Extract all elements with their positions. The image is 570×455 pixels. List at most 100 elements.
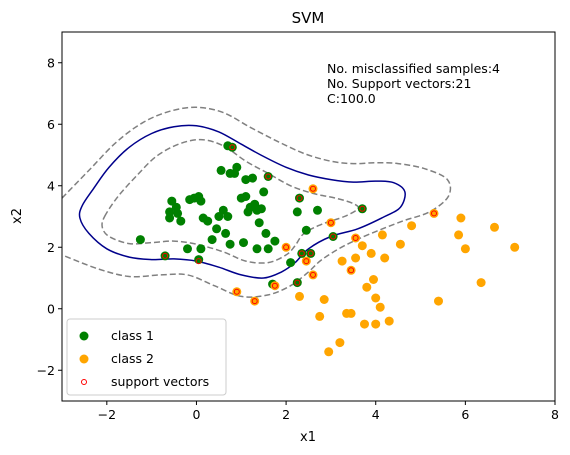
legend-label-support-vectors: support vectors: [111, 374, 209, 389]
margin-contour-outer: [62, 106, 452, 298]
legend-label-class-2: class 2: [111, 351, 154, 366]
y-tick-label: 6: [47, 117, 55, 132]
class-2-point: [315, 311, 325, 321]
support-vector-marker: [327, 219, 334, 226]
class-2-point: [346, 265, 356, 275]
support-vector-marker: [298, 250, 305, 257]
class-2-point: [308, 184, 318, 194]
class-1-point: [223, 212, 233, 221]
class-2-point: [281, 242, 291, 252]
class-1-point: [216, 165, 226, 175]
class-2-point: [371, 319, 381, 329]
class-1-point: [225, 239, 235, 249]
class-1-point: [218, 205, 228, 215]
x-tick-label: 8: [551, 407, 559, 422]
support-vector-marker: [294, 279, 301, 286]
class-1-point: [160, 251, 170, 261]
class-2-point: [460, 244, 470, 254]
class-1-point: [221, 228, 231, 238]
y-tick-label: 4: [47, 178, 55, 193]
class-1-point: [286, 258, 296, 268]
support-vector-marker: [303, 258, 310, 265]
class-1-point: [328, 232, 338, 241]
x-tick-label: 6: [461, 407, 469, 422]
class-2-point: [510, 242, 520, 252]
class-1-point: [292, 207, 302, 217]
class-1-point: [313, 205, 322, 215]
class-1-point: [167, 196, 177, 206]
class-2-point: [301, 256, 311, 266]
class-1-point: [295, 193, 304, 203]
support-vector-marker: [359, 205, 366, 212]
class-1-point: [196, 196, 206, 206]
class-1-point: [306, 248, 316, 258]
class-1-point: [165, 213, 175, 223]
class-1-point: [194, 255, 204, 265]
class-1-point: [203, 216, 213, 226]
class-2-point: [454, 230, 464, 240]
support-vector-marker: [251, 298, 258, 305]
class-2-point: [476, 278, 486, 288]
y-axis-label: x2: [10, 208, 25, 224]
class-1-point: [207, 235, 217, 245]
annotation-support-vectors: No. Support vectors:21: [327, 76, 471, 91]
chart-title: SVM: [292, 9, 325, 27]
class-2-point: [366, 248, 376, 258]
class-1-point: [254, 218, 264, 228]
class-2-point: [335, 338, 345, 348]
x-tick-label: 0: [192, 407, 200, 422]
y-tick-label: 2: [47, 240, 55, 255]
class-1-point: [256, 204, 266, 214]
class-2-point: [429, 208, 439, 218]
plot-frame: [61, 31, 556, 402]
class-1-point: [227, 142, 237, 152]
legend-label-class-1: class 1: [111, 328, 154, 343]
class-1-point: [301, 225, 311, 235]
class-2-point: [369, 275, 378, 284]
class-1-point: [183, 244, 192, 254]
x-axis: −2 0 2 4 6 8: [98, 401, 559, 422]
class-1-point: [263, 244, 273, 254]
class-2-point: [490, 222, 499, 232]
support-vector-marker: [296, 195, 303, 202]
class-1-point: [176, 216, 186, 226]
annotation-misclassified: No. misclassified samples:4: [327, 61, 500, 76]
class-2-point: [377, 230, 387, 240]
y-tick-label: −2: [37, 363, 55, 378]
annotation-c-value: C:100.0: [327, 91, 376, 106]
support-vector-marker: [195, 258, 202, 265]
class-1-point: [232, 162, 242, 172]
support-vector-marker: [233, 288, 240, 295]
class-1-point: [270, 236, 280, 246]
class-2-point: [270, 281, 280, 291]
support-vector-marker: [310, 271, 316, 278]
class-2-point: [357, 241, 367, 251]
x-tick-label: −2: [98, 407, 116, 422]
class-1-point: [196, 244, 206, 254]
class-2-point: [319, 295, 329, 304]
class-2-point: [434, 296, 443, 306]
class-2-point: [456, 213, 466, 223]
support-vector-marker: [271, 282, 278, 289]
class-2-point: [295, 291, 304, 301]
class-2-point: [371, 293, 381, 303]
legend-marker-support-vectors: [81, 379, 87, 385]
x-axis-label: x1: [300, 430, 316, 445]
class-1-point: [259, 187, 269, 197]
support-vector-marker: [307, 250, 314, 257]
y-tick-label: 8: [47, 55, 55, 70]
class-2-point: [324, 347, 334, 357]
class-1-point: [252, 244, 262, 254]
class-2-point: [360, 319, 369, 329]
plot-area: [62, 106, 520, 357]
x-tick-label: 4: [372, 407, 380, 422]
class-1-point: [239, 238, 248, 248]
margin-contour-inner: [101, 138, 360, 264]
x-tick-label: 2: [282, 407, 290, 422]
legend-frame: [66, 318, 227, 396]
class-2-point: [395, 239, 405, 249]
support-vector-marker: [265, 173, 272, 180]
class-2-point: [346, 308, 356, 318]
legend-marker-class-2: [79, 354, 89, 364]
legend-marker-class-1: [79, 331, 89, 341]
